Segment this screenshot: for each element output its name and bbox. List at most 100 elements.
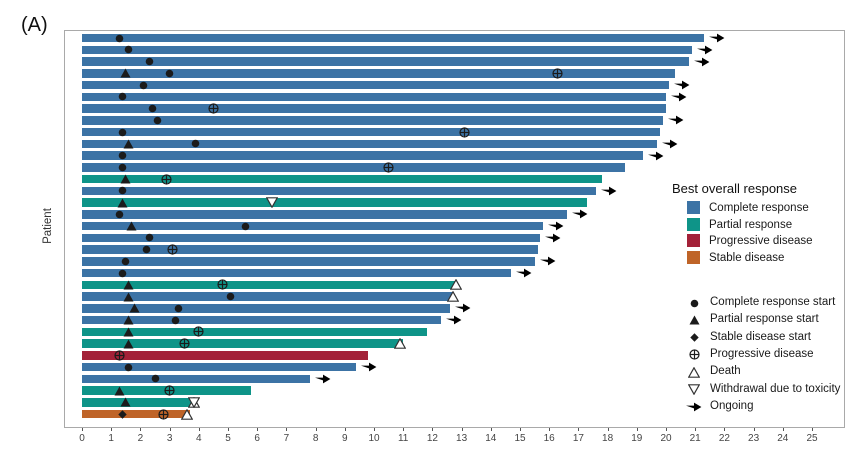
progressive-disease-marker <box>688 349 700 360</box>
partial-response-start-marker <box>123 315 134 325</box>
ongoing-arrow-icon <box>662 139 678 149</box>
x-axis-tick-label: 17 <box>572 433 584 444</box>
x-axis-tick <box>695 428 697 431</box>
x-axis-tick <box>374 428 375 431</box>
x-axis-tick-label: 24 <box>777 433 789 444</box>
x-axis-tick-label: 19 <box>631 433 643 444</box>
legend-label: Complete response <box>709 202 809 214</box>
partial-response-start-marker <box>123 292 134 302</box>
x-axis-tick <box>228 428 229 431</box>
ongoing-arrow-icon <box>548 221 564 231</box>
symbol-legend-label: Death <box>710 365 741 378</box>
swimmer-bar <box>82 362 357 372</box>
x-axis-tick <box>315 428 317 431</box>
x-axis-tick <box>753 428 755 431</box>
complete-response-start-marker <box>153 116 162 125</box>
x-axis-tick <box>403 428 405 431</box>
partial-response-start-marker <box>120 174 131 184</box>
complete-response-start-marker <box>118 151 127 160</box>
swimmer-bar <box>82 221 544 231</box>
x-axis-tick <box>257 428 259 431</box>
progressive-disease-marker <box>158 408 169 420</box>
x-axis-tick-label: 13 <box>456 433 468 444</box>
ongoing-arrow-icon <box>673 80 690 90</box>
x-axis-tick-label: 7 <box>283 433 290 444</box>
swimmer-bar <box>82 57 690 66</box>
x-axis-tick-label: 25 <box>806 433 818 444</box>
partial-response-start-marker <box>126 221 137 231</box>
complete-response-start-marker <box>148 104 157 113</box>
x-axis-tick <box>344 428 346 431</box>
partial-response-start-marker <box>114 386 125 396</box>
complete-response-start-marker <box>165 69 174 78</box>
progressive-disease-marker <box>217 279 228 290</box>
complete-response-start-marker <box>115 210 124 219</box>
ongoing-arrow-icon <box>545 233 561 243</box>
ongoing-arrow-icon <box>600 186 617 196</box>
x-axis-tick-label: 8 <box>312 433 319 444</box>
complete-response-start-marker <box>139 81 148 90</box>
partial-response-start-marker <box>120 397 131 407</box>
ongoing-arrow-icon <box>314 374 331 384</box>
stable-disease-start-marker <box>689 333 699 342</box>
x-axis-tick <box>432 428 434 431</box>
response-legend-title: Best overall response <box>672 181 798 196</box>
complete-response-start-marker <box>118 186 127 195</box>
symbol-legend-label: Complete response start <box>710 296 836 308</box>
x-axis-tick-label: 15 <box>514 433 526 444</box>
complete-response-start-marker <box>118 163 127 172</box>
swimmer-bar <box>82 398 196 407</box>
progressive-disease-marker <box>179 338 190 349</box>
complete-response-start-marker <box>151 374 160 383</box>
symbol-legend-label: Withdrawal due to toxicity <box>710 382 841 395</box>
swimmer-bar <box>82 233 541 242</box>
swimmer-bar <box>82 116 664 125</box>
symbol-legend-label: Stable disease start <box>710 330 812 343</box>
swimmer-bar <box>82 198 588 207</box>
swimmer-bar <box>82 104 666 113</box>
swimmer-bar <box>82 245 538 254</box>
x-axis-tick-label: 5 <box>225 433 231 444</box>
x-axis-tick-label: 6 <box>254 433 260 444</box>
death-marker <box>687 366 701 378</box>
partial-response-start-marker <box>689 315 700 325</box>
x-axis-tick <box>578 428 580 431</box>
x-axis-tick <box>607 428 609 431</box>
complete-response-start-marker <box>145 57 154 66</box>
x-axis-tick <box>198 428 200 431</box>
partial-response-start-marker <box>123 280 134 290</box>
x-axis-tick <box>636 428 638 431</box>
x-axis-tick <box>782 428 784 431</box>
complete-response-start-marker <box>118 128 127 137</box>
x-axis-tick-label: 23 <box>748 433 760 444</box>
progressive-disease-marker <box>383 162 394 173</box>
withdrawal-marker <box>265 197 279 209</box>
partial-response-start-marker <box>120 68 131 78</box>
x-axis-tick-label: 16 <box>543 433 555 444</box>
swimmer-bar <box>82 315 442 325</box>
swimmer-bar <box>82 186 596 195</box>
progressive-disease-marker <box>161 173 172 185</box>
complete-response-start-marker <box>174 304 183 313</box>
complete-response-start-marker <box>115 34 124 43</box>
death-marker <box>446 290 460 302</box>
ongoing-arrow-icon <box>539 256 556 266</box>
partial-response-start-marker <box>123 339 134 349</box>
progressive-disease-marker <box>114 350 126 361</box>
death-marker <box>449 278 463 291</box>
symbol-legend-label: Ongoing <box>710 399 754 412</box>
ongoing-arrow-icon <box>694 57 710 67</box>
swimmer-bar <box>82 151 643 160</box>
progressive-disease-marker <box>193 326 204 337</box>
ongoing-arrow-icon <box>361 362 377 372</box>
x-axis-tick-label: 2 <box>137 433 144 444</box>
progressive-disease-marker <box>164 385 175 396</box>
complete-response-start-marker <box>191 139 200 148</box>
complete-response-start-marker <box>124 363 133 372</box>
swimmer-bar <box>82 268 512 278</box>
x-axis-tick <box>82 428 83 431</box>
complete-response-start-marker <box>121 257 130 266</box>
x-axis-tick-label: 10 <box>368 433 380 444</box>
x-axis-tick <box>169 428 171 431</box>
